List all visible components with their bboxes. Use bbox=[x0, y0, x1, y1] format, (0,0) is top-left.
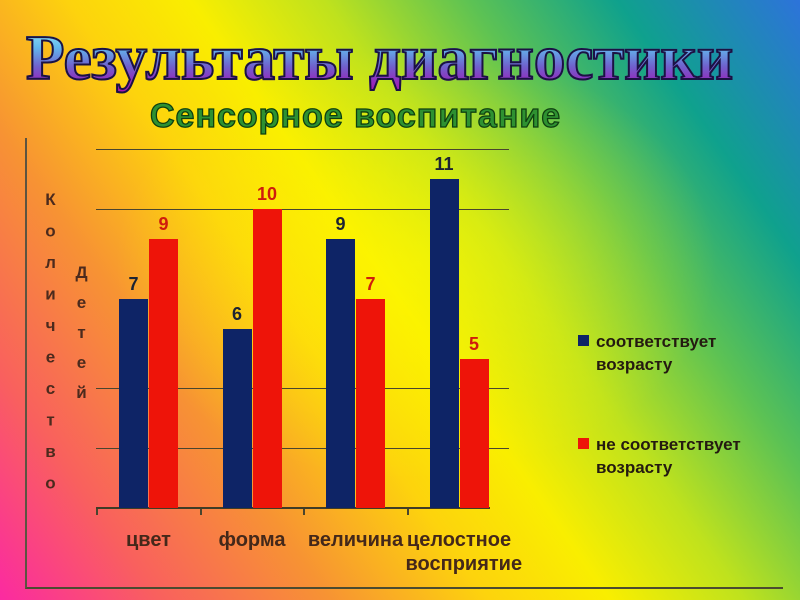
gridline-2 bbox=[96, 448, 509, 450]
bar-value-label: 11 bbox=[434, 154, 454, 175]
bar-value-label: 6 bbox=[231, 303, 242, 324]
bar-match-3 bbox=[326, 238, 355, 508]
slide-title: Результаты диагностики bbox=[25, 23, 734, 93]
y-axis-title-col-2: Детей bbox=[72, 263, 91, 413]
category-label-2: форма bbox=[218, 529, 286, 551]
legend-swatch-2 bbox=[578, 438, 589, 449]
legend-swatch-1 bbox=[578, 335, 589, 346]
chart-plot-area: 7 9 6 10 9 7 11 5 bbox=[96, 149, 509, 515]
x-axis-tick bbox=[199, 509, 202, 515]
x-axis-tick bbox=[303, 509, 305, 515]
x-axis-tick bbox=[406, 509, 409, 515]
bar-value-label: 9 bbox=[158, 213, 169, 234]
bar-value-label: 10 bbox=[256, 184, 278, 204]
y-axis-title-col-1: Количество bbox=[41, 190, 60, 505]
slide-subtitle: Сенсорное воспитание bbox=[149, 96, 562, 135]
bar-nomatch-2 bbox=[252, 209, 282, 508]
category-label-1: цвет bbox=[126, 529, 171, 551]
legend-item-2: не соответствует возрасту bbox=[578, 433, 756, 479]
category-label-4: целостное восприятие bbox=[405, 529, 523, 575]
legend-item-1: соответствует возрасту bbox=[578, 330, 756, 376]
bar-nomatch-3 bbox=[356, 298, 385, 508]
x-axis-line bbox=[96, 507, 490, 509]
gridline-12 bbox=[96, 149, 509, 151]
bar-value-label: 9 bbox=[335, 213, 346, 234]
chart-frame bbox=[25, 138, 783, 589]
x-axis-tick bbox=[96, 509, 98, 515]
category-label-3: величина bbox=[307, 529, 404, 551]
bar-value-label: 5 bbox=[468, 333, 479, 354]
legend-label-2: не соответствует возрасту bbox=[596, 435, 741, 477]
gridline-4 bbox=[96, 388, 509, 390]
gridline-10 bbox=[96, 209, 509, 210]
bar-match-4 bbox=[429, 179, 459, 508]
bar-nomatch-4 bbox=[459, 358, 489, 508]
bar-match-2 bbox=[222, 328, 252, 508]
bar-match-1 bbox=[119, 298, 148, 508]
bar-value-label: 7 bbox=[128, 273, 139, 294]
bar-nomatch-1 bbox=[149, 238, 178, 508]
bar-value-label: 7 bbox=[365, 273, 376, 294]
legend-label-1: соответствует возрасту bbox=[596, 332, 717, 374]
